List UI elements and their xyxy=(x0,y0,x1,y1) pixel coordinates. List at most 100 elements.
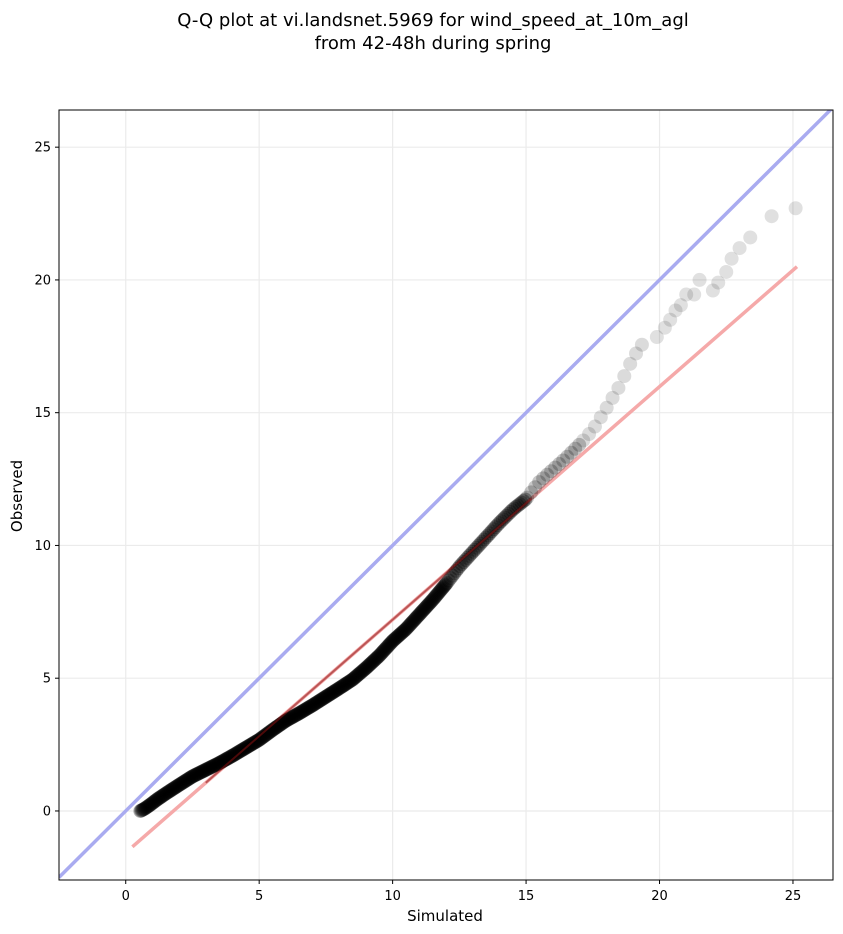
qq-point xyxy=(427,590,442,605)
qq-point xyxy=(209,757,224,772)
qq-point xyxy=(194,765,209,780)
qq-point xyxy=(351,667,366,682)
qq-point xyxy=(564,445,579,460)
qq-point xyxy=(370,650,385,665)
qq-point xyxy=(352,666,367,681)
qq-point xyxy=(391,629,406,644)
qq-point xyxy=(226,747,241,762)
qq-point xyxy=(253,731,268,746)
data-points xyxy=(133,201,803,818)
qq-point xyxy=(404,616,419,631)
qq-point xyxy=(439,575,454,590)
qq-point xyxy=(192,766,207,781)
qq-point xyxy=(493,514,508,529)
qq-point xyxy=(540,467,555,482)
qq-point xyxy=(452,559,467,574)
qq-point xyxy=(181,771,196,786)
qq-point xyxy=(146,795,161,810)
qq-point xyxy=(228,746,243,761)
qq-point xyxy=(454,557,469,572)
qq-point xyxy=(339,676,354,691)
qq-point xyxy=(210,756,225,771)
qq-point xyxy=(383,636,398,651)
qq-point xyxy=(315,691,330,706)
qq-point xyxy=(195,764,210,779)
qq-point xyxy=(357,662,372,677)
qq-point xyxy=(403,617,418,632)
qq-point xyxy=(175,775,190,790)
qq-point xyxy=(252,732,267,747)
qq-point xyxy=(371,649,386,664)
qq-point xyxy=(167,781,182,796)
qq-point xyxy=(320,688,335,703)
qq-point xyxy=(528,480,543,495)
qq-point xyxy=(374,646,389,661)
qq-point xyxy=(341,675,356,690)
qq-point xyxy=(225,748,240,763)
qq-point xyxy=(416,602,431,617)
qq-point xyxy=(153,790,168,805)
qq-point xyxy=(252,732,267,747)
qq-point xyxy=(152,791,167,806)
qq-point xyxy=(317,690,332,705)
qq-point xyxy=(354,664,369,679)
qq-point xyxy=(182,771,197,786)
qq-point xyxy=(433,583,448,598)
x-tick-label: 20 xyxy=(651,889,668,904)
qq-point xyxy=(223,750,238,765)
qq-point xyxy=(290,707,305,722)
x-tick-label: 25 xyxy=(785,889,802,904)
qq-point xyxy=(623,356,638,371)
qq-point xyxy=(149,793,164,808)
qq-point xyxy=(256,729,271,744)
qq-point xyxy=(232,744,247,759)
qq-point xyxy=(743,230,758,245)
qq-point xyxy=(724,251,739,266)
qq-point xyxy=(134,803,149,818)
qq-point xyxy=(350,668,365,683)
qq-point xyxy=(634,337,649,352)
qq-point xyxy=(211,756,226,771)
qq-point xyxy=(378,642,393,657)
qq-point xyxy=(408,612,423,627)
qq-point xyxy=(147,794,162,809)
qq-point xyxy=(198,762,213,777)
qq-point xyxy=(151,791,166,806)
qq-point xyxy=(294,705,309,720)
qq-point xyxy=(318,690,333,705)
qq-point xyxy=(369,651,384,666)
qq-point xyxy=(393,627,408,642)
y-tick-label: 5 xyxy=(43,672,51,687)
qq-point xyxy=(380,640,395,655)
x-axis-label: Simulated xyxy=(407,907,483,925)
qq-point xyxy=(251,733,266,748)
qq-point xyxy=(150,792,165,807)
qq-point xyxy=(421,597,436,612)
qq-point xyxy=(199,762,214,777)
qq-point xyxy=(387,632,402,647)
qq-point xyxy=(435,581,450,596)
qq-point xyxy=(375,645,390,660)
qq-point xyxy=(593,410,608,425)
qq-point xyxy=(185,769,200,784)
qq-point xyxy=(344,673,359,688)
qq-point xyxy=(338,676,353,691)
qq-point xyxy=(281,711,296,726)
qq-point xyxy=(337,678,352,693)
qq-point xyxy=(159,786,174,801)
qq-point xyxy=(382,637,397,652)
qq-point xyxy=(169,779,184,794)
qq-point xyxy=(419,599,434,614)
y-tick-label: 10 xyxy=(34,539,51,554)
identity-line xyxy=(59,110,833,879)
qq-point xyxy=(148,793,163,808)
qq-point xyxy=(501,506,516,521)
qq-point xyxy=(345,672,360,687)
qq-point xyxy=(161,784,176,799)
chart-title-line2: from 42-48h during spring xyxy=(315,33,552,54)
qq-point xyxy=(417,601,432,616)
fit-line-overlay xyxy=(205,497,533,784)
qq-point xyxy=(422,595,437,610)
qq-point xyxy=(190,766,205,781)
qq-point xyxy=(224,749,239,764)
